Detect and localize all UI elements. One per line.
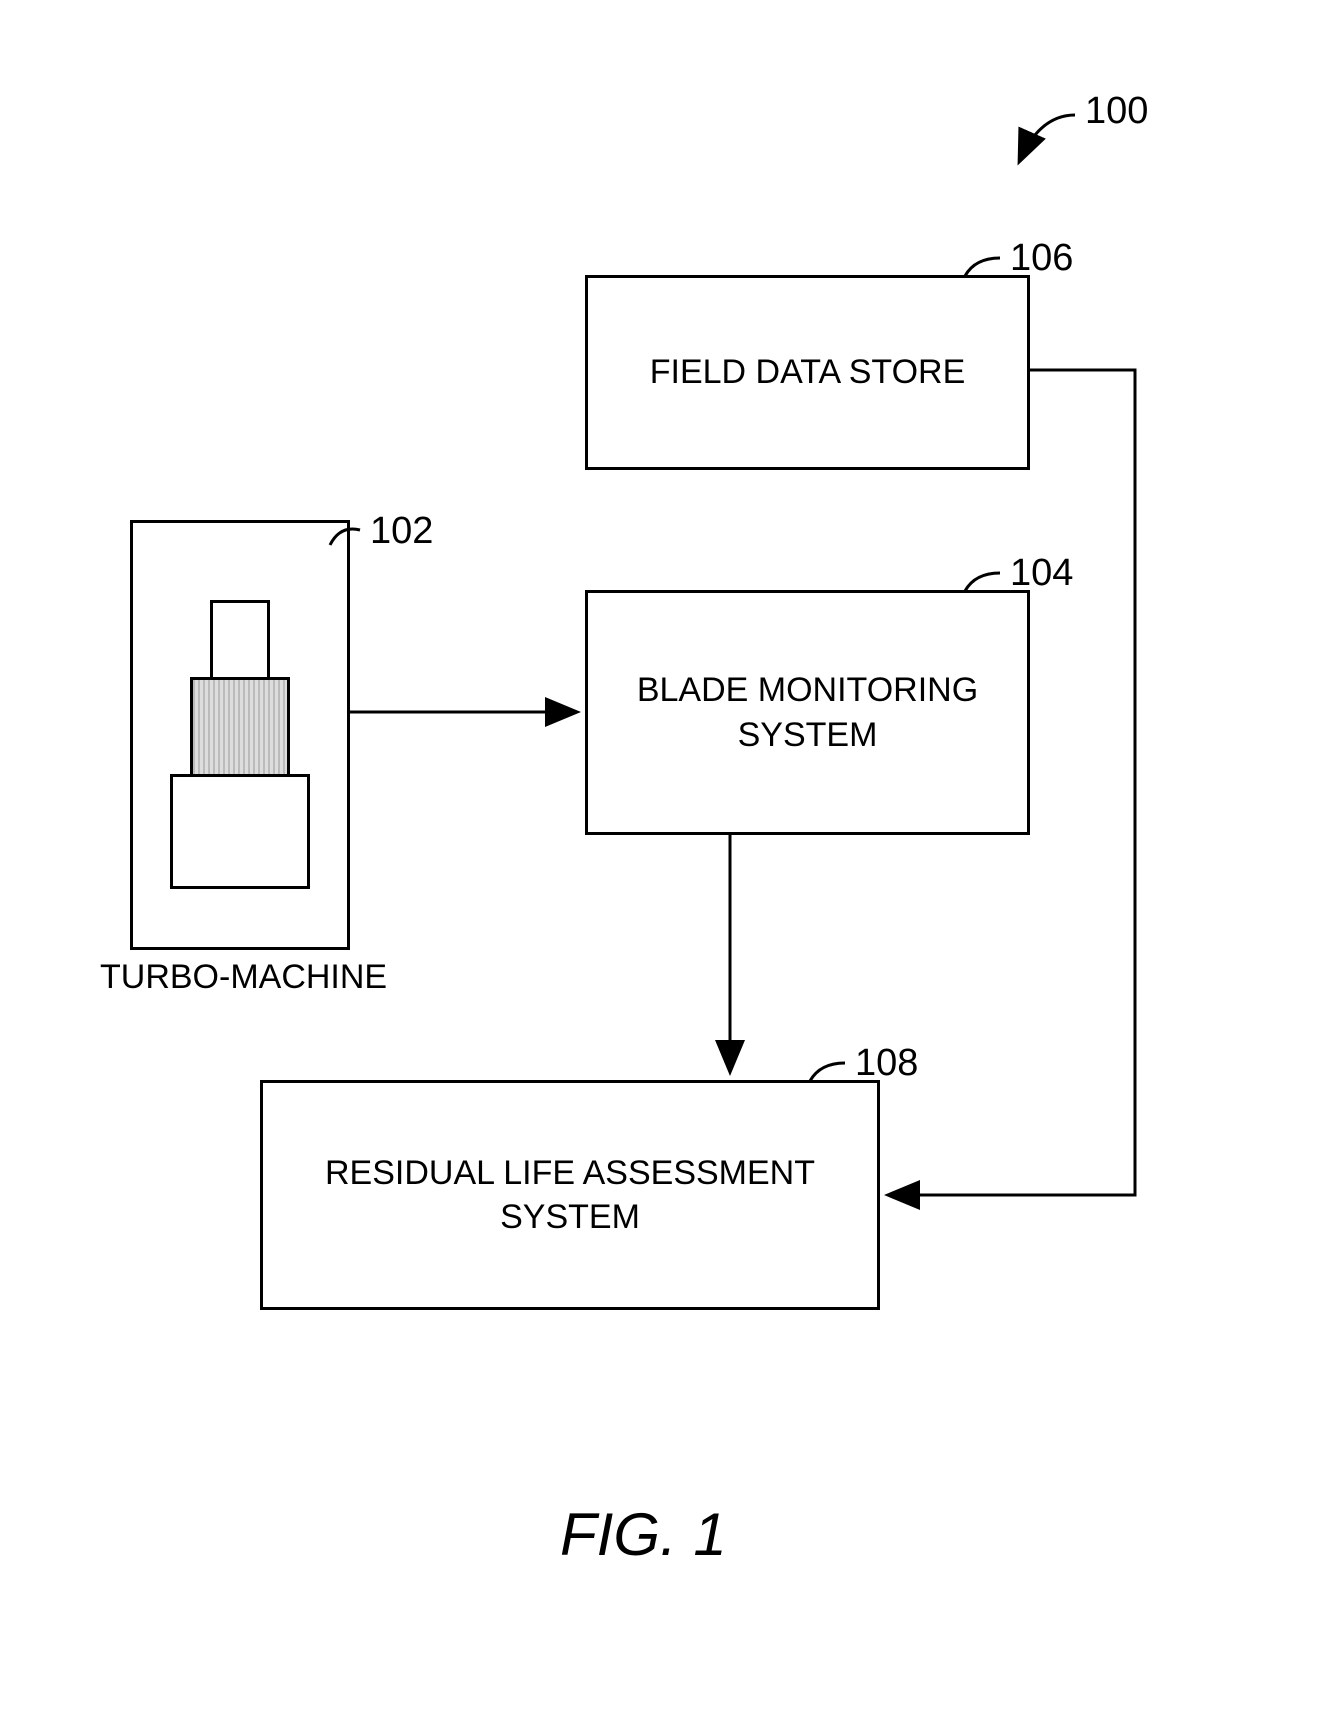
turbo-machine-ref: 102	[370, 510, 433, 553]
blade-monitoring-ref: 104	[1010, 552, 1073, 595]
turbo-machine-label: TURBO-MACHINE	[100, 958, 387, 997]
residual-life-box: RESIDUAL LIFE ASSESSMENT SYSTEM	[260, 1080, 880, 1310]
field-data-store-ref: 106	[1010, 237, 1073, 280]
turbo-top-block	[210, 600, 270, 680]
field-data-store-text: FIELD DATA STORE	[650, 350, 966, 394]
blade-monitoring-box: BLADE MONITORING SYSTEM	[585, 590, 1030, 835]
blade-monitoring-text: BLADE MONITORING SYSTEM	[588, 668, 1027, 756]
diagram-container: 100 FIELD DATA STORE 106 102 TURBO-MACHI…	[0, 0, 1328, 1728]
turbo-mid-block	[190, 677, 290, 777]
system-ref-label: 100	[1085, 90, 1148, 133]
field-data-store-box: FIELD DATA STORE	[585, 275, 1030, 470]
residual-life-ref: 108	[855, 1042, 918, 1085]
turbo-machine-icon	[170, 600, 310, 889]
turbo-bot-block	[170, 774, 310, 889]
figure-label: FIG. 1	[560, 1500, 727, 1569]
residual-life-text: RESIDUAL LIFE ASSESSMENT SYSTEM	[263, 1151, 877, 1239]
